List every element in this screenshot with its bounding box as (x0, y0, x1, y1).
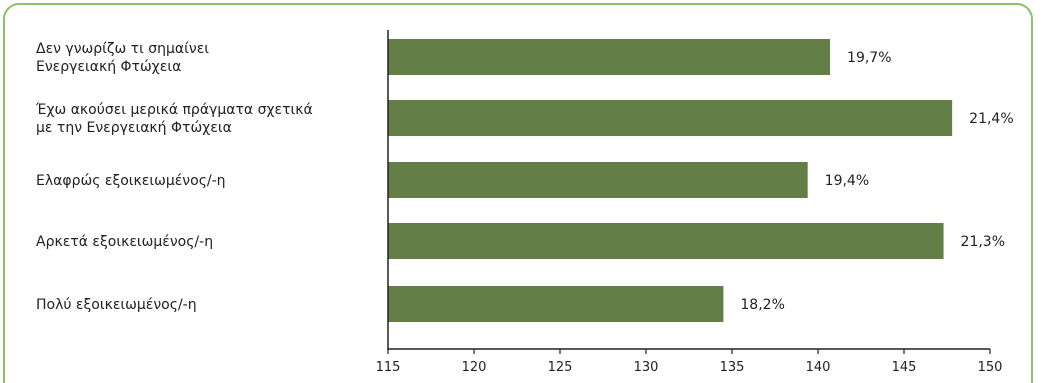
bar-4 (388, 223, 944, 259)
value-label-2: 21,4% (969, 111, 1013, 127)
bar-5 (388, 286, 724, 322)
category-label-5: Πολύ εξοικειωμένος/-η (36, 297, 197, 313)
category-label-3: Ελαφρώς εξοικειωμένος/-η (36, 173, 226, 189)
bars-group (388, 39, 953, 322)
value-label-4: 21,3% (961, 234, 1005, 250)
category-label-1: Δεν γνωρίζω τι σημαίνει Ενεργειακή Φτώχει… (36, 41, 209, 75)
bar-3 (388, 162, 808, 198)
bar-1 (388, 39, 831, 75)
category-label-2: Έχω ακούσει μερικά πράγματα σχετικά με τη… (35, 102, 313, 136)
x-tick-label-140: 140 (806, 360, 831, 375)
x-ticks-group: 115 120 125 130 135 140 145 150 (376, 349, 1003, 375)
value-label-1: 19,7% (847, 50, 891, 66)
bar-2 (388, 100, 953, 136)
x-tick-label-130: 130 (634, 360, 659, 375)
x-tick-label-145: 145 (892, 360, 917, 375)
value-label-3: 19,4% (825, 173, 869, 189)
category-labels-group: Δεν γνωρίζω τι σημαίνει Ενεργειακή Φτώχει… (35, 41, 313, 313)
x-tick-label-115: 115 (376, 360, 401, 375)
x-tick-label-150: 150 (978, 360, 1003, 375)
x-tick-label-125: 125 (548, 360, 573, 375)
value-label-5: 18,2% (740, 297, 784, 313)
category-label-4: Αρκετά εξοικειωμένος/-η (36, 234, 213, 250)
x-tick-label-120: 120 (462, 360, 487, 375)
x-tick-label-135: 135 (720, 360, 745, 375)
axes-group (387, 30, 990, 350)
value-labels-group: 19,7% 21,4% 19,4% 21,3% 18,2% (740, 50, 1013, 313)
